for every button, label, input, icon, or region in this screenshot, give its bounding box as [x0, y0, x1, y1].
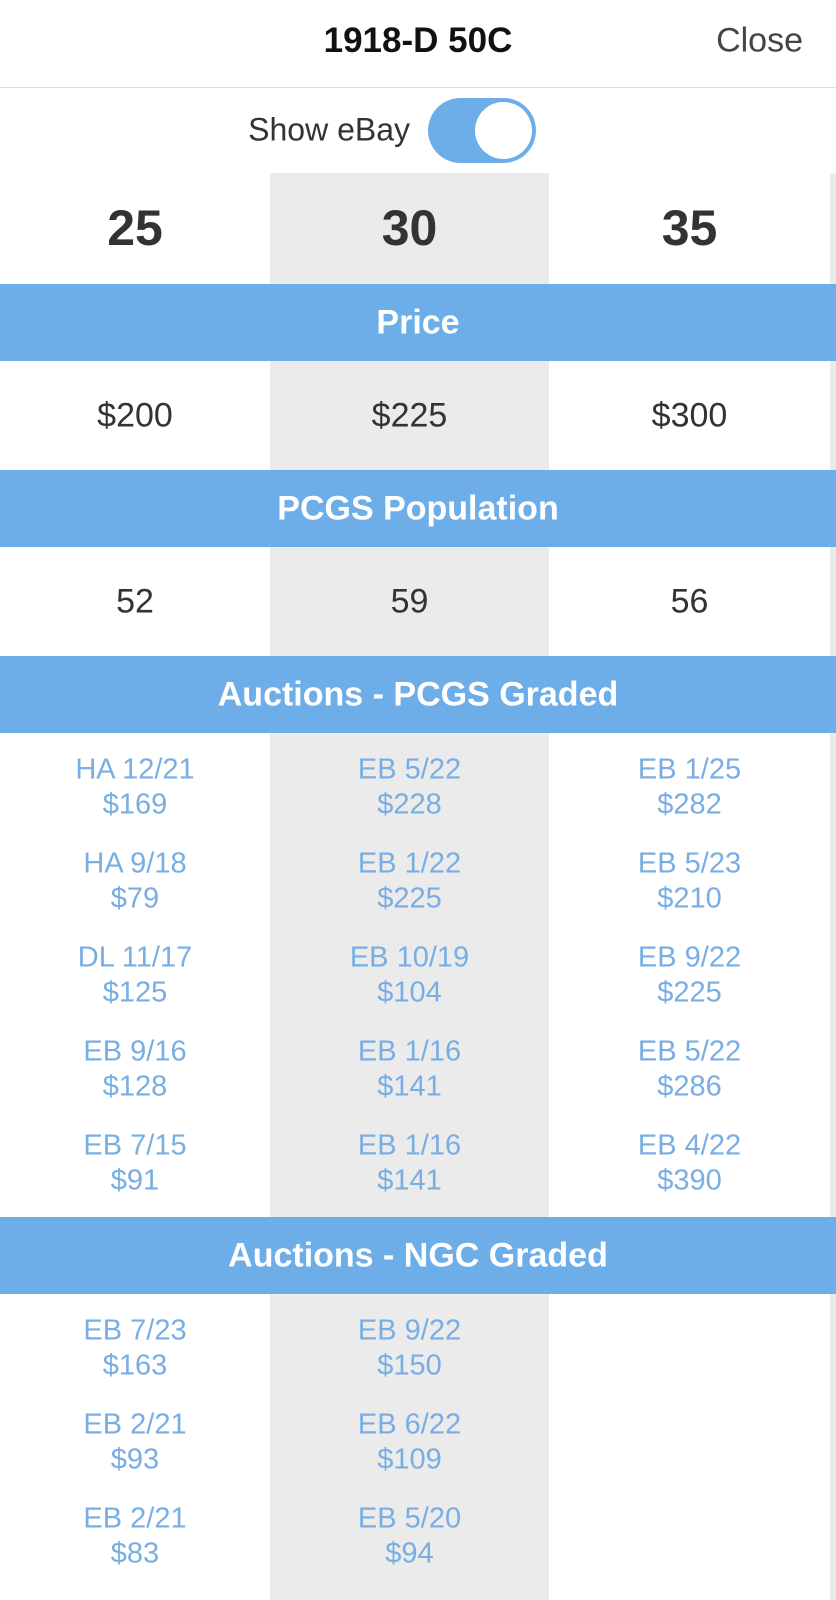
section-title: PCGS Population: [277, 489, 559, 528]
auction-price: $286: [657, 1070, 722, 1103]
section-bar: [0, 1217, 836, 1294]
auction-price: $282: [657, 788, 722, 821]
toggle-knob: [475, 102, 532, 159]
auction-price: $83: [110, 1537, 160, 1570]
section-value: $300: [651, 396, 728, 435]
auction-price: $150: [377, 1349, 442, 1382]
section-bar: [0, 656, 836, 733]
auction-price: $141: [377, 1070, 442, 1103]
auction-price: $225: [377, 882, 442, 915]
section-value: 52: [116, 582, 154, 621]
section-value: $200: [97, 396, 173, 435]
close-button[interactable]: Close: [716, 21, 803, 60]
auction-price: $104: [377, 976, 442, 1009]
auction-label: EB 5/22: [357, 753, 462, 786]
auction-price: $125: [102, 976, 168, 1009]
auction-label: EB 1/22: [357, 847, 462, 880]
auction-label: EB 6/22: [357, 1408, 462, 1441]
grade-header: 30: [381, 200, 438, 256]
section-value: 56: [670, 582, 709, 621]
toggle-label: Show eBay: [248, 111, 410, 148]
auction-label: EB 10/19: [349, 941, 470, 974]
auction-label: EB 1/25: [637, 753, 742, 786]
auction-label: HA 12/21: [75, 753, 195, 786]
column-shade: [270, 173, 549, 1600]
toggle-switch[interactable]: [428, 98, 536, 163]
auction-label: EB 7/15: [83, 1129, 187, 1162]
auction-label: EB 1/16: [357, 1035, 462, 1068]
auction-price: $109: [377, 1443, 442, 1476]
header-title: 1918-D 50C: [323, 21, 513, 60]
auction-label: HA 9/18: [83, 847, 187, 880]
auction-label: EB 9/22: [357, 1314, 462, 1347]
auction-price: $141: [377, 1164, 442, 1197]
section-bar: [0, 284, 836, 361]
auction-price: $169: [102, 788, 168, 821]
grade-header: 25: [107, 200, 163, 256]
auction-label: EB 1/16: [357, 1129, 462, 1162]
auction-price: $94: [385, 1537, 434, 1570]
auction-label: EB 2/21: [83, 1408, 187, 1441]
auction-label: EB 9/16: [83, 1035, 187, 1068]
section-value: 59: [390, 582, 429, 621]
auction-price: $390: [657, 1164, 722, 1197]
auction-label: DL 11/17: [77, 941, 193, 974]
auction-price: $163: [102, 1349, 168, 1382]
auction-label: EB 5/20: [357, 1502, 462, 1535]
auction-price: $225: [657, 976, 722, 1009]
auction-price: $128: [102, 1070, 168, 1103]
header: [0, 0, 836, 88]
auction-price: $79: [110, 882, 160, 915]
section-bar: [0, 470, 836, 547]
auction-label: EB 7/23: [83, 1314, 187, 1347]
edge-shade: [830, 173, 836, 1600]
auction-price: $93: [110, 1443, 160, 1476]
auction-label: EB 5/23: [637, 847, 742, 880]
section-value: $225: [371, 396, 448, 435]
section-title: Auctions - NGC Graded: [228, 1236, 608, 1275]
auction-price: $91: [110, 1164, 160, 1197]
section-title: Price: [376, 303, 460, 342]
auction-label: EB 5/22: [637, 1035, 742, 1068]
auction-label: EB 4/22: [637, 1129, 742, 1162]
section-title: Auctions - PCGS Graded: [217, 675, 619, 714]
auction-price: $228: [377, 788, 442, 821]
auction-label: EB 9/22: [637, 941, 742, 974]
grade-header: 35: [661, 200, 718, 256]
auction-price: $210: [657, 882, 722, 915]
auction-label: EB 2/21: [83, 1502, 187, 1535]
